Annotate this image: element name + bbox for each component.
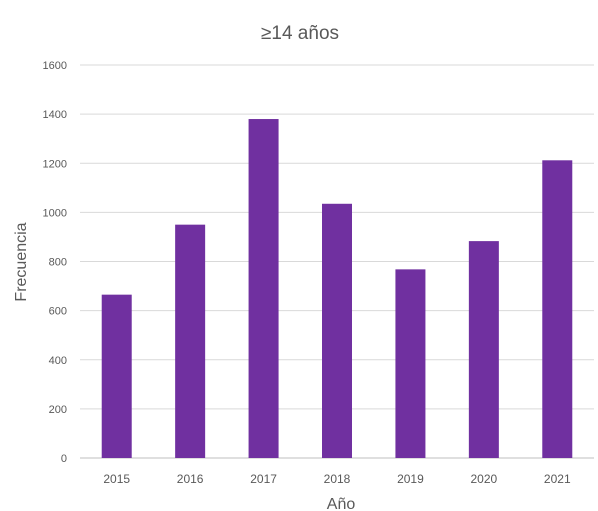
x-tick-label: 2021 bbox=[544, 472, 571, 486]
bar-2017 bbox=[248, 119, 279, 458]
x-tick-label: 2016 bbox=[177, 472, 204, 486]
y-axis-ticks: 0 200 400 600 800 1000 1200 1400 1600 bbox=[43, 60, 67, 465]
x-tick-label: 2019 bbox=[397, 472, 424, 486]
y-tick-label: 800 bbox=[49, 257, 67, 269]
x-axis-label: Año bbox=[327, 496, 356, 511]
bars bbox=[101, 119, 573, 459]
y-tick-label: 600 bbox=[49, 306, 67, 318]
y-axis-label: Frecuencia bbox=[13, 222, 30, 301]
y-tick-label: 400 bbox=[49, 355, 67, 367]
y-tick-label: 1000 bbox=[43, 207, 67, 219]
chart-title: ≥14 años bbox=[261, 23, 339, 44]
y-tick-label: 1600 bbox=[43, 60, 67, 72]
bar-2021 bbox=[542, 160, 573, 459]
y-tick-label: 1400 bbox=[43, 109, 67, 121]
y-tick-label: 0 bbox=[61, 453, 67, 465]
bar-2018 bbox=[322, 203, 352, 458]
y-tick-label: 200 bbox=[49, 404, 67, 416]
x-tick-label: 2015 bbox=[103, 472, 130, 486]
bar-2019 bbox=[395, 269, 426, 458]
y-tick-label: 1200 bbox=[43, 158, 67, 170]
bar-2016 bbox=[175, 224, 206, 458]
bar-2015 bbox=[101, 294, 132, 458]
bar-2020 bbox=[468, 241, 499, 458]
x-tick-label: 2018 bbox=[324, 472, 351, 486]
x-tick-label: 2020 bbox=[471, 472, 498, 486]
x-tick-label: 2017 bbox=[250, 472, 277, 486]
x-axis-ticks: 2015 2016 2017 2018 2019 2020 2021 bbox=[103, 472, 571, 486]
